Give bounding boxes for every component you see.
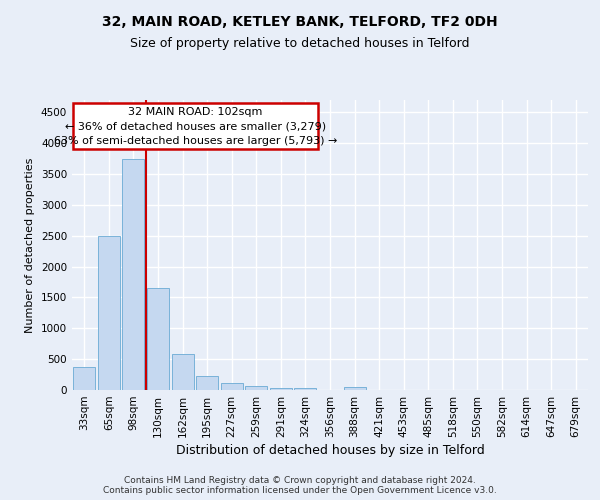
Bar bbox=[172, 354, 194, 390]
Bar bbox=[245, 386, 268, 390]
Bar bbox=[122, 158, 145, 390]
Text: 32 MAIN ROAD: 102sqm: 32 MAIN ROAD: 102sqm bbox=[128, 108, 263, 118]
X-axis label: Distribution of detached houses by size in Telford: Distribution of detached houses by size … bbox=[176, 444, 484, 457]
Text: ← 36% of detached houses are smaller (3,279): ← 36% of detached houses are smaller (3,… bbox=[65, 122, 326, 132]
Bar bbox=[196, 376, 218, 390]
Text: 32, MAIN ROAD, KETLEY BANK, TELFORD, TF2 0DH: 32, MAIN ROAD, KETLEY BANK, TELFORD, TF2… bbox=[102, 15, 498, 29]
Bar bbox=[221, 383, 243, 390]
Bar bbox=[73, 367, 95, 390]
Bar bbox=[98, 236, 120, 390]
Bar bbox=[147, 288, 169, 390]
FancyBboxPatch shape bbox=[73, 103, 318, 150]
Bar bbox=[295, 388, 316, 390]
Text: Size of property relative to detached houses in Telford: Size of property relative to detached ho… bbox=[130, 38, 470, 51]
Y-axis label: Number of detached properties: Number of detached properties bbox=[25, 158, 35, 332]
Text: 63% of semi-detached houses are larger (5,793) →: 63% of semi-detached houses are larger (… bbox=[54, 136, 337, 146]
Bar bbox=[270, 388, 292, 390]
Text: Contains HM Land Registry data © Crown copyright and database right 2024.
Contai: Contains HM Land Registry data © Crown c… bbox=[103, 476, 497, 495]
Bar bbox=[344, 386, 365, 390]
